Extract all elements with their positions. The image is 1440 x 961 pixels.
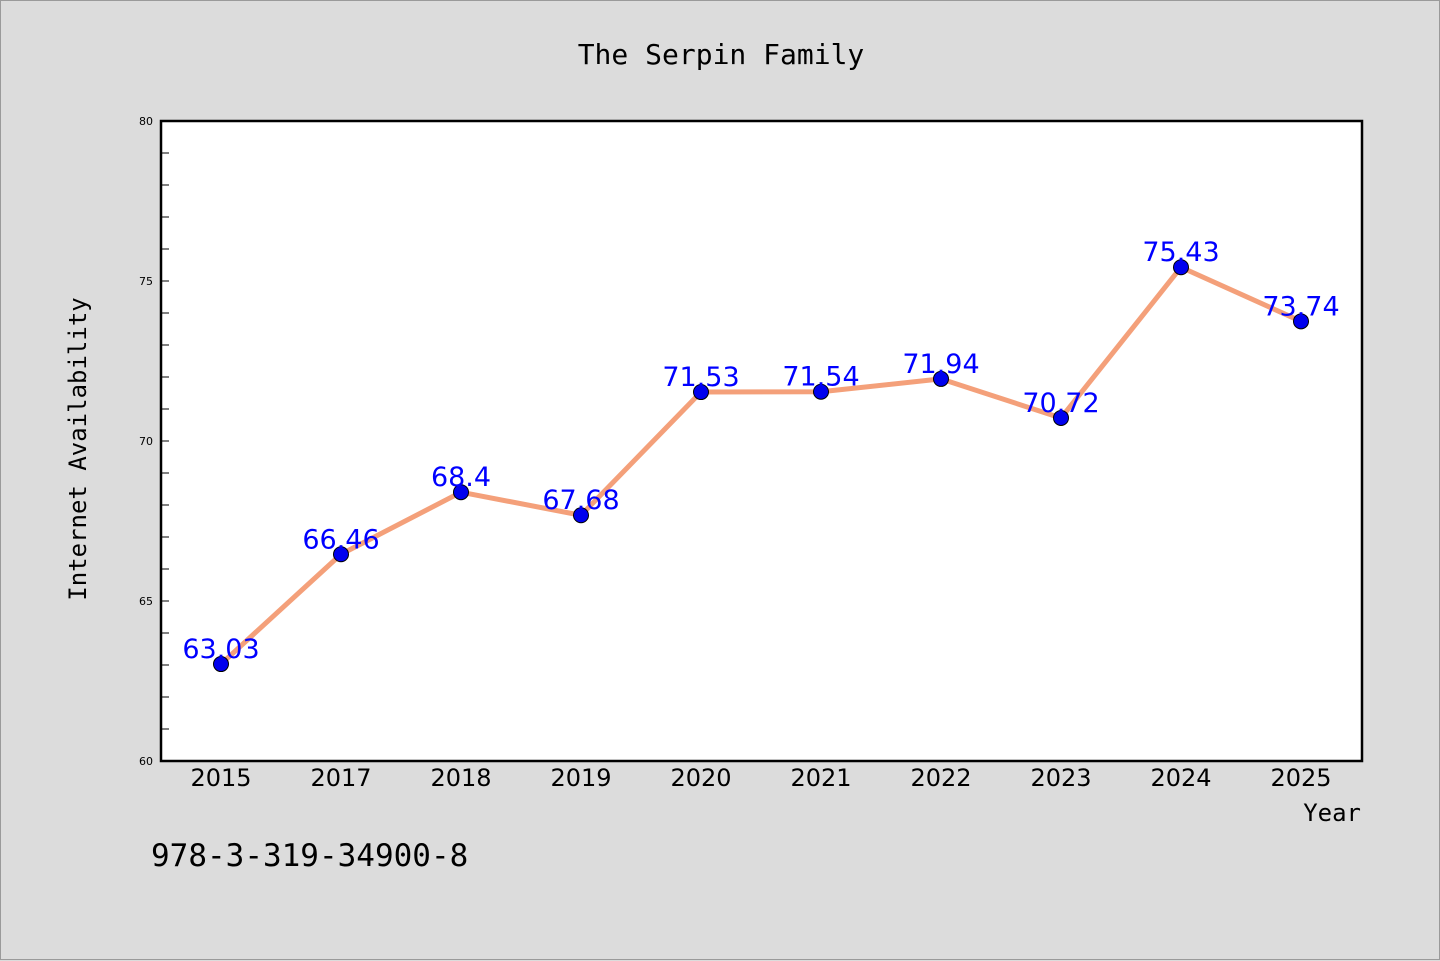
data-label: 67.68 bbox=[542, 485, 619, 516]
data-label: 70.72 bbox=[1022, 388, 1099, 419]
x-tick-label: 2024 bbox=[1150, 764, 1211, 792]
y-tick-label: 80 bbox=[139, 115, 153, 128]
data-point bbox=[453, 484, 469, 501]
data-point bbox=[213, 656, 229, 673]
data-point bbox=[933, 370, 949, 387]
data-point bbox=[573, 507, 589, 524]
plot-area bbox=[159, 119, 1364, 763]
data-labels: 63.03 66.46 68.4 67.68 71.53 71.54 71.94 70.72 7… bbox=[182, 237, 1339, 665]
y-tick-label: 70 bbox=[139, 435, 153, 448]
x-tick-label: 2015 bbox=[190, 764, 251, 792]
x-tick-label: 2019 bbox=[550, 764, 611, 792]
y-axis-label: Internet Availability bbox=[64, 297, 92, 600]
y-minor-ticks bbox=[161, 120, 169, 762]
data-point bbox=[333, 546, 349, 563]
data-markers bbox=[213, 259, 1309, 673]
data-label: 63.03 bbox=[182, 634, 259, 665]
x-tick-label: 2018 bbox=[430, 764, 491, 792]
data-point bbox=[693, 384, 709, 401]
data-label: 68.4 bbox=[431, 462, 491, 493]
data-point bbox=[813, 383, 829, 400]
y-tick-label: 65 bbox=[139, 595, 153, 608]
x-tick-label: 2025 bbox=[1270, 764, 1331, 792]
data-label: 75.43 bbox=[1142, 237, 1219, 268]
footer-isbn: 978-3-319-34900-8 bbox=[151, 838, 468, 874]
data-point bbox=[1173, 259, 1189, 276]
data-label: 71.54 bbox=[782, 362, 859, 393]
x-tick-label: 2017 bbox=[310, 764, 371, 792]
y-tick-labels: 60 65 70 75 80 bbox=[139, 115, 153, 768]
series-line bbox=[218, 264, 1304, 667]
y-tick-label: 75 bbox=[139, 275, 153, 288]
x-tick-label: 2023 bbox=[1030, 764, 1091, 792]
data-label: 66.46 bbox=[302, 524, 379, 555]
x-tick-label: 2020 bbox=[670, 764, 731, 792]
x-tick-labels: 2015 2017 2018 2019 2020 2021 2022 2023 2024 2025 bbox=[190, 764, 1331, 792]
y-tick-label: 60 bbox=[139, 755, 153, 768]
x-axis-label: Year bbox=[1303, 799, 1361, 827]
data-label: 71.94 bbox=[902, 349, 979, 380]
chart-title: The Serpin Family bbox=[578, 38, 865, 71]
data-label: 71.53 bbox=[662, 362, 739, 393]
x-tick-label: 2021 bbox=[790, 764, 851, 792]
data-point bbox=[1053, 409, 1069, 426]
data-label: 73.74 bbox=[1262, 291, 1339, 322]
data-point bbox=[1293, 313, 1309, 330]
x-tick-label: 2022 bbox=[910, 764, 971, 792]
